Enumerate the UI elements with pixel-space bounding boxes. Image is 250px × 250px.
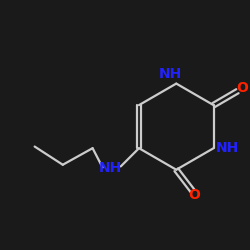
Text: NH: NH	[159, 67, 182, 81]
Text: NH: NH	[98, 161, 122, 175]
Text: NH: NH	[216, 140, 239, 154]
Text: O: O	[236, 81, 248, 95]
Text: O: O	[188, 188, 200, 202]
